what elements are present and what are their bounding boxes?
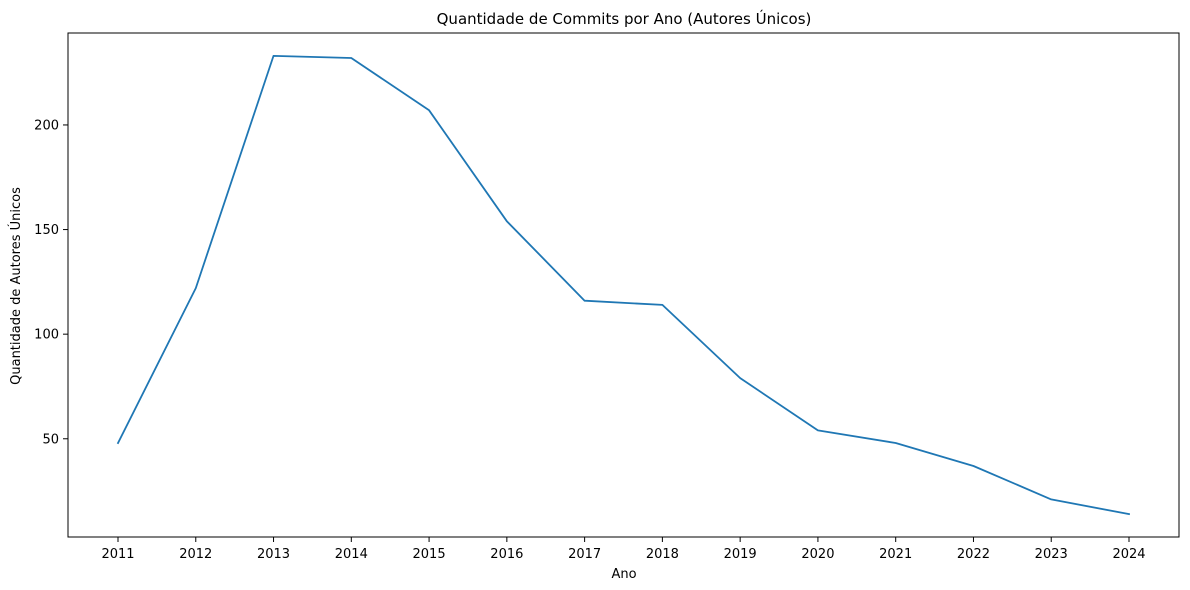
x-tick-label: 2016 — [490, 547, 523, 562]
x-tick-label: 2023 — [1035, 547, 1068, 562]
series-layer — [116, 55, 1131, 516]
chart-title: Quantidade de Commits por Ano (Autores Ú… — [437, 9, 812, 28]
x-tick-label: 2015 — [413, 547, 446, 562]
x-tick-label: 2018 — [646, 547, 679, 562]
y-tick-label: 200 — [34, 118, 59, 133]
x-tick-label: 2014 — [335, 547, 368, 562]
x-tick-label: 2011 — [101, 547, 134, 562]
plot-area — [67, 32, 1180, 538]
x-axis: 2011 2012 2013 2014 2015 2016 2017 2018 2019 2020… — [101, 537, 1146, 562]
y-tick-label: 150 — [34, 223, 59, 238]
x-axis-title: Ano — [611, 567, 636, 582]
y-tick-label: 100 — [34, 328, 59, 343]
y-axis: 50 100 150 200 — [34, 118, 68, 447]
x-tick-label: 2020 — [801, 547, 834, 562]
series-line — [116, 55, 1131, 516]
y-axis-title: Quantidade de Autores Únicos — [8, 187, 24, 385]
x-tick-label: 2021 — [879, 547, 912, 562]
x-tick-label: 2012 — [179, 547, 212, 562]
x-tick-label: 2022 — [957, 547, 990, 562]
x-tick-label: 2019 — [724, 547, 757, 562]
y-tick-label: 50 — [42, 432, 59, 447]
plot-frame — [67, 32, 1180, 538]
x-tick-label: 2013 — [257, 547, 290, 562]
x-tick-label: 2017 — [568, 547, 601, 562]
x-tick-label: 2024 — [1112, 547, 1145, 562]
